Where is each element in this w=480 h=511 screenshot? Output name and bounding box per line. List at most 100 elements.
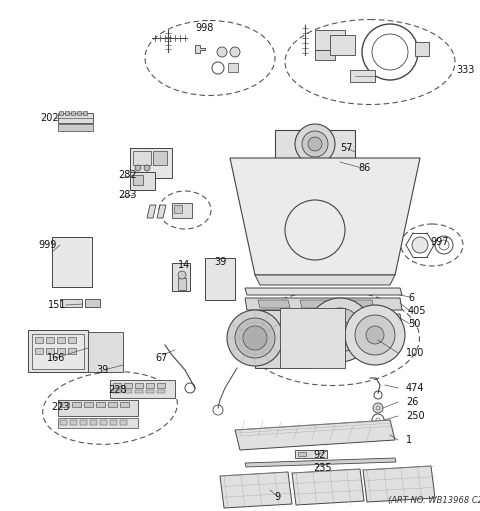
Text: 39: 39 — [96, 365, 108, 375]
Text: 235: 235 — [313, 463, 332, 473]
Text: 998: 998 — [195, 23, 214, 33]
Polygon shape — [245, 458, 396, 467]
FancyBboxPatch shape — [57, 337, 65, 343]
FancyBboxPatch shape — [146, 390, 154, 393]
Polygon shape — [245, 298, 402, 310]
Text: 86: 86 — [358, 163, 370, 173]
Text: 283: 283 — [118, 190, 136, 200]
FancyBboxPatch shape — [157, 383, 165, 388]
FancyBboxPatch shape — [58, 400, 138, 416]
Polygon shape — [245, 288, 402, 295]
FancyBboxPatch shape — [90, 420, 97, 425]
Circle shape — [345, 305, 405, 365]
FancyBboxPatch shape — [77, 111, 81, 115]
FancyBboxPatch shape — [60, 420, 67, 425]
FancyBboxPatch shape — [124, 383, 132, 388]
FancyBboxPatch shape — [135, 390, 143, 393]
Text: 50: 50 — [408, 319, 420, 329]
Circle shape — [318, 308, 362, 352]
FancyBboxPatch shape — [80, 420, 87, 425]
FancyBboxPatch shape — [110, 380, 175, 398]
FancyBboxPatch shape — [58, 418, 138, 428]
Text: 67: 67 — [155, 353, 168, 363]
Polygon shape — [280, 308, 345, 368]
Text: 1: 1 — [406, 435, 412, 445]
Text: 9: 9 — [274, 492, 280, 502]
Circle shape — [412, 237, 428, 253]
Text: 39: 39 — [214, 257, 226, 267]
FancyBboxPatch shape — [172, 203, 192, 218]
Circle shape — [355, 315, 395, 355]
FancyBboxPatch shape — [205, 258, 235, 300]
FancyBboxPatch shape — [28, 330, 88, 372]
FancyBboxPatch shape — [124, 390, 132, 393]
Circle shape — [308, 137, 322, 151]
Circle shape — [302, 131, 328, 157]
FancyBboxPatch shape — [72, 402, 81, 407]
Text: (ART NO. WB13968 C2): (ART NO. WB13968 C2) — [388, 496, 480, 504]
Text: 100: 100 — [406, 348, 424, 358]
Polygon shape — [342, 300, 374, 308]
Polygon shape — [220, 472, 292, 508]
FancyBboxPatch shape — [35, 348, 43, 354]
FancyBboxPatch shape — [146, 383, 154, 388]
FancyBboxPatch shape — [59, 111, 63, 115]
Polygon shape — [228, 63, 238, 72]
Polygon shape — [258, 316, 290, 324]
Polygon shape — [157, 205, 166, 218]
Circle shape — [308, 298, 372, 362]
FancyBboxPatch shape — [70, 420, 77, 425]
Polygon shape — [315, 50, 335, 60]
Text: 6: 6 — [408, 293, 414, 303]
FancyBboxPatch shape — [120, 420, 127, 425]
FancyBboxPatch shape — [68, 337, 76, 343]
Text: 405: 405 — [408, 306, 427, 316]
FancyBboxPatch shape — [153, 151, 167, 165]
Polygon shape — [255, 310, 310, 368]
FancyBboxPatch shape — [157, 390, 165, 393]
Text: 474: 474 — [406, 383, 424, 393]
Circle shape — [295, 124, 335, 164]
FancyBboxPatch shape — [65, 111, 69, 115]
FancyBboxPatch shape — [96, 402, 105, 407]
FancyBboxPatch shape — [88, 332, 123, 372]
FancyBboxPatch shape — [60, 299, 82, 307]
Text: 250: 250 — [406, 411, 425, 421]
Polygon shape — [178, 278, 186, 290]
Circle shape — [373, 403, 383, 413]
Text: 997: 997 — [430, 237, 448, 247]
Circle shape — [330, 320, 350, 340]
Text: 26: 26 — [406, 397, 419, 407]
FancyBboxPatch shape — [110, 420, 117, 425]
Text: 166: 166 — [47, 353, 65, 363]
Text: 57: 57 — [340, 143, 352, 153]
FancyBboxPatch shape — [113, 383, 121, 388]
Circle shape — [235, 318, 275, 358]
FancyBboxPatch shape — [295, 450, 327, 458]
Polygon shape — [300, 316, 332, 324]
FancyBboxPatch shape — [120, 402, 129, 407]
Polygon shape — [330, 35, 355, 55]
Circle shape — [230, 47, 240, 57]
FancyBboxPatch shape — [68, 348, 76, 354]
Polygon shape — [230, 158, 420, 275]
Text: 333: 333 — [456, 65, 474, 75]
FancyBboxPatch shape — [174, 205, 182, 213]
FancyBboxPatch shape — [46, 337, 54, 343]
Circle shape — [144, 165, 150, 171]
Polygon shape — [255, 275, 395, 285]
Polygon shape — [315, 30, 345, 50]
FancyBboxPatch shape — [60, 402, 69, 407]
FancyBboxPatch shape — [130, 172, 155, 190]
FancyBboxPatch shape — [130, 148, 172, 178]
FancyBboxPatch shape — [275, 130, 355, 158]
FancyBboxPatch shape — [133, 175, 143, 185]
Polygon shape — [292, 469, 364, 505]
Text: 282: 282 — [118, 170, 137, 180]
FancyBboxPatch shape — [100, 420, 107, 425]
FancyBboxPatch shape — [52, 237, 92, 287]
Text: 14: 14 — [178, 260, 190, 270]
FancyBboxPatch shape — [172, 263, 190, 291]
Circle shape — [178, 271, 186, 279]
FancyBboxPatch shape — [133, 151, 151, 165]
